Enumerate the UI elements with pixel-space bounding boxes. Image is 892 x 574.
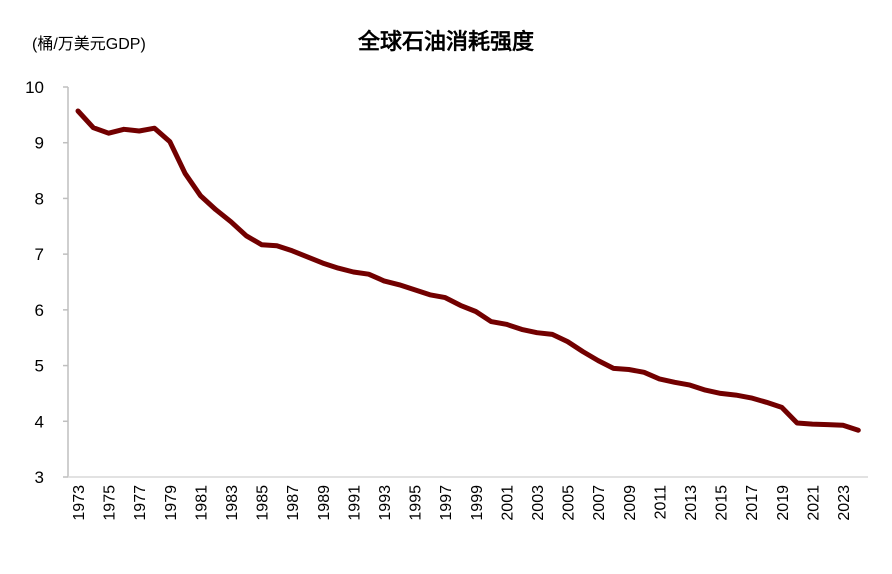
x-tick-label: 2003 bbox=[530, 485, 547, 521]
y-tick-label: 8 bbox=[35, 189, 44, 208]
axes bbox=[67, 87, 868, 478]
x-tick-label: 2007 bbox=[591, 485, 608, 521]
y-ticks: 3 4 5 6 7 8 9 10 bbox=[25, 78, 68, 487]
x-tick-label: 1979 bbox=[163, 485, 180, 521]
x-tick-label: 2021 bbox=[805, 485, 822, 521]
x-tick-label: 2005 bbox=[561, 485, 578, 521]
y-tick-label: 3 bbox=[35, 468, 44, 487]
y-tick-label: 10 bbox=[25, 78, 44, 97]
x-tick-label: 2009 bbox=[622, 485, 639, 521]
x-tick-label: 1977 bbox=[132, 485, 149, 521]
x-ticks: 1973 1975 1977 1979 1981 1983 1985 1987 1989 1991… bbox=[71, 485, 853, 521]
x-tick-label: 1997 bbox=[438, 485, 455, 521]
x-tick-label: 1985 bbox=[255, 485, 272, 521]
x-tick-label: 1973 bbox=[71, 485, 88, 521]
x-tick-label: 1981 bbox=[193, 485, 210, 521]
y-axis-label: (桶/万美元GDP) bbox=[32, 35, 146, 53]
x-tick-label: 2011 bbox=[652, 485, 669, 520]
y-tick-label: 9 bbox=[35, 134, 44, 153]
y-tick-label: 4 bbox=[35, 412, 44, 431]
x-tick-label: 2013 bbox=[683, 485, 700, 521]
x-tick-label: 1983 bbox=[224, 485, 241, 521]
y-tick-label: 5 bbox=[35, 357, 44, 376]
x-tick-label: 1999 bbox=[469, 485, 486, 521]
x-tick-label: 1995 bbox=[408, 485, 425, 521]
x-tick-label: 1989 bbox=[316, 485, 333, 521]
x-tick-label: 2017 bbox=[744, 485, 761, 521]
chart-title: 全球石油消耗强度 bbox=[357, 29, 535, 54]
x-tick-label: 2015 bbox=[714, 485, 731, 521]
series-line bbox=[75, 108, 861, 433]
x-tick-label: 1993 bbox=[377, 485, 394, 521]
x-tick-label: 2001 bbox=[499, 485, 516, 521]
x-tick-label: 2019 bbox=[775, 485, 792, 521]
y-tick-label: 7 bbox=[35, 245, 44, 264]
x-tick-label: 2023 bbox=[836, 485, 853, 521]
data-points bbox=[76, 108, 861, 432]
x-tick-label: 1975 bbox=[102, 485, 119, 521]
y-tick-label: 6 bbox=[35, 301, 44, 320]
x-tick-label: 1987 bbox=[285, 485, 302, 521]
x-tick-label: 1991 bbox=[346, 485, 363, 521]
